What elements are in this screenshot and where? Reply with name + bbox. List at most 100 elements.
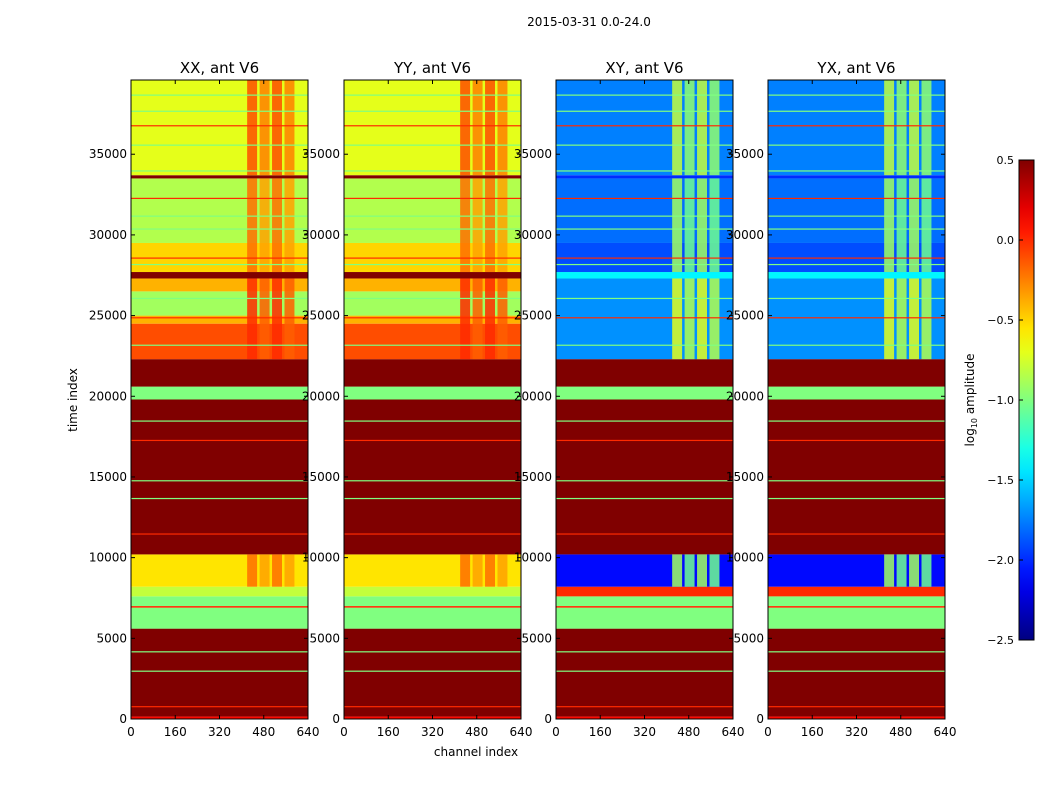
y-axis-label: time index <box>66 368 80 432</box>
time-line <box>344 420 521 422</box>
y-tick-label: 0 <box>332 712 340 726</box>
rfi-channel-block <box>697 554 708 587</box>
rfi-channel-block <box>672 178 683 273</box>
rfi-channel-block <box>272 80 283 176</box>
rfi-channel-block <box>247 178 258 273</box>
time-line <box>768 228 945 230</box>
heatmap-band <box>768 596 945 607</box>
time-line <box>131 263 308 266</box>
heatmap-band <box>131 606 308 608</box>
panel-title: XX, ant V6 <box>180 59 259 77</box>
time-line <box>768 706 945 708</box>
time-line <box>556 670 733 672</box>
panel-title: YY, ant V6 <box>393 59 471 77</box>
y-tick-label: 15000 <box>514 470 552 484</box>
y-tick-label: 20000 <box>89 389 127 403</box>
time-line <box>768 651 945 653</box>
time-line <box>131 651 308 653</box>
x-tick-label: 160 <box>377 725 400 739</box>
x-tick-label: 320 <box>633 725 656 739</box>
time-line <box>768 110 945 112</box>
y-tick-label: 15000 <box>726 470 764 484</box>
time-line <box>768 497 945 500</box>
y-tick-label: 10000 <box>514 551 552 565</box>
time-line <box>344 533 521 535</box>
rfi-channel-block <box>921 278 932 360</box>
rfi-channel-block <box>684 178 695 273</box>
heatmap-band <box>556 175 733 179</box>
rfi-channel-block <box>259 278 270 360</box>
rfi-channel-block <box>709 554 720 587</box>
time-line <box>131 94 308 96</box>
time-line <box>556 706 733 708</box>
rfi-channel-block <box>884 80 895 176</box>
time-line <box>131 257 308 259</box>
time-line <box>131 317 308 319</box>
heatmap-band <box>768 607 945 629</box>
rfi-channel-block <box>896 178 907 273</box>
heatmap-band <box>768 399 945 555</box>
rfi-channel-block <box>259 554 270 587</box>
y-tick-label: 30000 <box>302 228 340 242</box>
time-line <box>768 257 945 259</box>
panel-yx: YX, ant V6 0 160 320 480 640 0 5000 10000 15000 20… <box>726 59 957 739</box>
time-line <box>131 670 308 672</box>
rfi-channel-block <box>697 80 708 176</box>
y-tick-label: 0 <box>544 712 552 726</box>
heatmap-band <box>344 359 521 387</box>
x-tick-label: 320 <box>845 725 868 739</box>
time-line <box>344 439 521 442</box>
time-line <box>344 344 521 346</box>
time-line <box>768 144 945 146</box>
time-line <box>131 170 308 172</box>
time-line <box>556 439 733 442</box>
heatmap-band <box>344 596 521 607</box>
rfi-channel-block <box>497 278 508 360</box>
rfi-channel-block <box>909 278 920 360</box>
time-line <box>556 228 733 230</box>
y-tick-label: 0 <box>756 712 764 726</box>
rfi-channel-block <box>672 554 683 587</box>
heatmap-band <box>131 399 308 555</box>
heatmap-band <box>131 607 308 629</box>
time-line <box>344 228 521 230</box>
y-tick-label: 30000 <box>514 228 552 242</box>
time-line <box>131 215 308 217</box>
heatmap-band <box>556 359 733 387</box>
x-tick-label: 0 <box>764 725 772 739</box>
time-line <box>556 420 733 422</box>
rfi-channel-block <box>497 178 508 273</box>
y-tick-label: 10000 <box>302 551 340 565</box>
time-line <box>344 706 521 708</box>
rfi-channel-block <box>684 554 695 587</box>
y-tick-label: 0 <box>119 712 127 726</box>
heatmap-band <box>556 399 733 555</box>
rfi-channel-block <box>247 554 258 587</box>
rfi-channel-block <box>697 178 708 273</box>
time-line <box>768 170 945 172</box>
rfi-channel-block <box>672 80 683 176</box>
y-tick-label: 30000 <box>726 228 764 242</box>
time-line <box>344 317 521 319</box>
panel-xy: XY, ant V6 0 160 320 480 640 0 5000 10000 15000 20… <box>514 59 745 739</box>
panel-xx: XX, ant V6 0 160 320 480 640 0 5000 10000 15000 20… <box>89 59 320 739</box>
time-line <box>131 533 308 535</box>
time-line <box>131 125 308 127</box>
y-tick-label: 5000 <box>309 631 340 645</box>
colorbar-tick-label: −2.5 <box>987 634 1014 647</box>
colorbar-tick-label: −1.5 <box>987 474 1014 487</box>
rfi-channel-block <box>684 278 695 360</box>
time-line <box>344 651 521 653</box>
panel-title: YX, ant V6 <box>816 59 895 77</box>
heatmap-band <box>344 628 521 717</box>
rfi-channel-block <box>884 278 895 360</box>
y-tick-label: 35000 <box>514 147 552 161</box>
rfi-channel-block <box>921 80 932 176</box>
time-line <box>131 197 308 199</box>
colorbar-tick-label: 0.0 <box>997 234 1015 247</box>
x-tick-label: 160 <box>801 725 824 739</box>
rfi-channel-block <box>909 554 920 587</box>
time-line <box>131 480 308 482</box>
heatmap-band <box>768 606 945 608</box>
